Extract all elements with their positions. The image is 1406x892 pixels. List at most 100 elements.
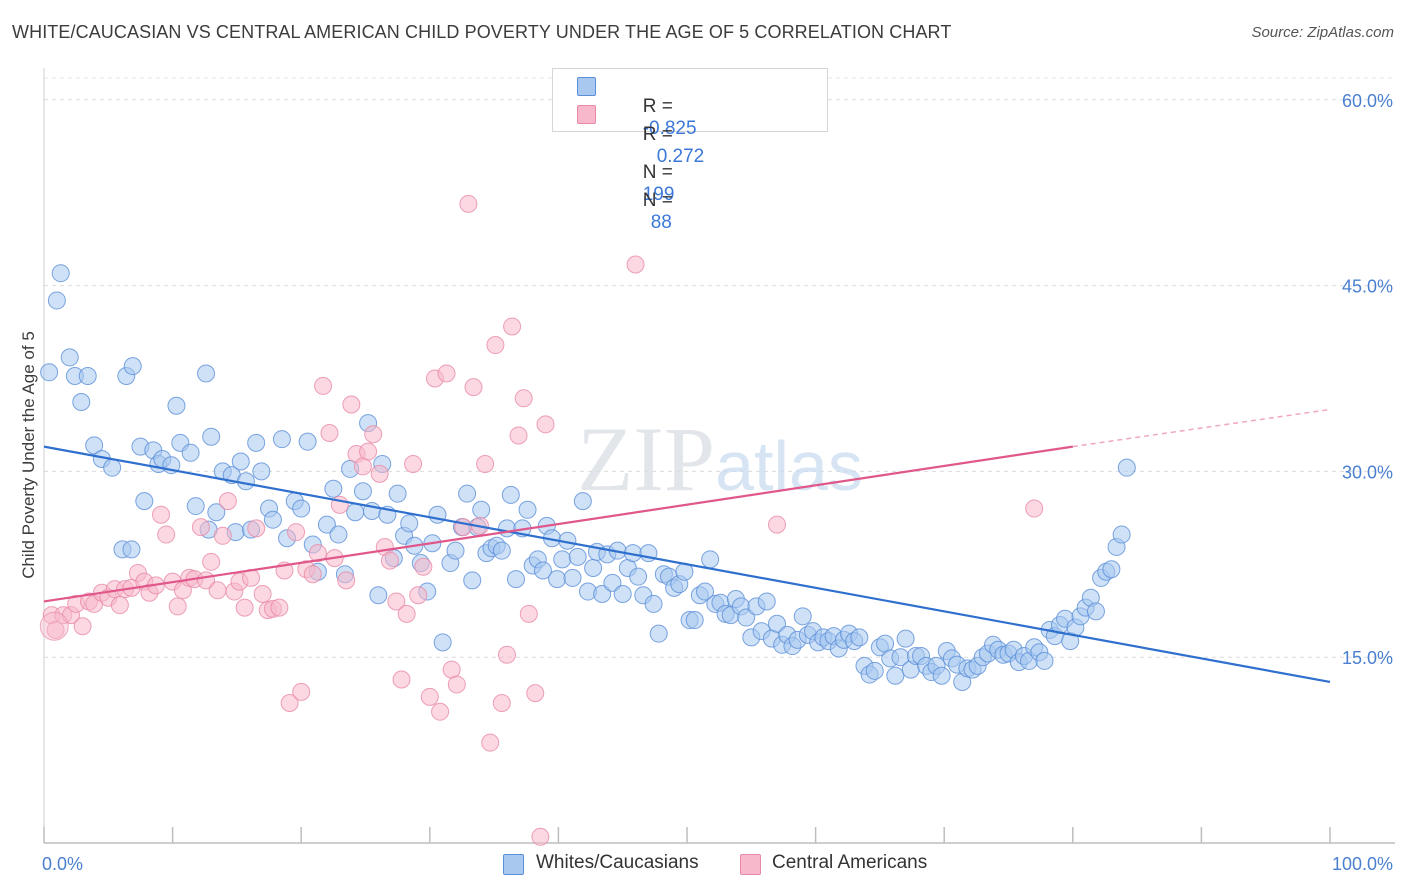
- data-point: [1086, 602, 1105, 621]
- data-point: [308, 544, 327, 563]
- data-point: [649, 624, 668, 643]
- data-point: [737, 608, 756, 627]
- data-point: [584, 559, 603, 578]
- x-tick-label-max: 100.0%: [1332, 854, 1393, 874]
- y-tick-label: 60.0%: [1342, 91, 1393, 111]
- data-point: [932, 666, 951, 685]
- data-point: [437, 364, 456, 383]
- data-point: [492, 694, 511, 713]
- y-axis-title: Child Poverty Under the Age of 5: [19, 331, 38, 579]
- data-point: [481, 733, 500, 752]
- data-point: [701, 550, 720, 569]
- data-point: [303, 565, 322, 584]
- data-point: [506, 570, 525, 589]
- y-tick-label: 45.0%: [1342, 277, 1393, 297]
- data-point: [526, 684, 545, 703]
- data-point: [380, 551, 399, 570]
- legend-r-value: -0.825: [642, 118, 697, 139]
- data-point: [123, 357, 142, 376]
- legend-r-label: R =: [642, 124, 673, 145]
- data-point: [1112, 525, 1131, 544]
- legend-n-value: 199: [642, 184, 675, 205]
- data-point: [519, 604, 538, 623]
- watermark: ZIPatlas: [577, 408, 863, 510]
- data-point: [518, 500, 537, 519]
- data-point: [387, 592, 406, 611]
- data-point: [72, 393, 91, 412]
- data-point: [446, 541, 465, 560]
- data-point: [896, 629, 915, 648]
- data-point: [768, 614, 787, 633]
- data-point: [369, 586, 388, 605]
- data-point: [497, 645, 516, 664]
- y-tick-label: 30.0%: [1342, 462, 1393, 482]
- series-central-americans: [39, 194, 1044, 846]
- data-point: [685, 611, 704, 630]
- legend-n-label: N =: [642, 190, 673, 211]
- data-point: [392, 670, 411, 689]
- data-point: [464, 378, 483, 397]
- data-point: [78, 367, 97, 386]
- data-point: [497, 519, 516, 538]
- data-point: [414, 557, 433, 576]
- data-point: [51, 264, 70, 283]
- legend-swatch-whites: [577, 77, 596, 96]
- data-point: [613, 585, 632, 604]
- data-point: [235, 598, 254, 617]
- data-point: [1035, 651, 1054, 670]
- data-point: [447, 675, 466, 694]
- data-point: [314, 376, 333, 395]
- data-point: [292, 682, 311, 701]
- data-point: [218, 492, 237, 511]
- data-point: [168, 597, 187, 616]
- legend-r-label: R =: [642, 96, 673, 117]
- data-point: [317, 515, 336, 534]
- data-point: [236, 472, 255, 491]
- trend-line-extension: [1072, 408, 1331, 448]
- data-point: [191, 518, 210, 537]
- y-tick-label: 15.0%: [1342, 648, 1393, 668]
- y-tick-labels: 15.0% 30.0% 45.0% 60.0%: [1342, 91, 1393, 668]
- data-point: [486, 336, 505, 355]
- data-point: [793, 607, 812, 626]
- data-point: [404, 454, 423, 473]
- data-point: [40, 363, 59, 382]
- correlation-legend: R = -0.825 N = 199 R = 0.272 N = 88: [552, 68, 828, 233]
- bottom-legend-label: Whites/Caucasians: [536, 852, 699, 873]
- data-point: [270, 598, 289, 617]
- data-point: [563, 568, 582, 587]
- data-point: [181, 443, 200, 462]
- data-point: [247, 519, 266, 538]
- legend-n-value: 88: [650, 212, 672, 233]
- data-point: [409, 586, 428, 605]
- data-point: [152, 505, 171, 524]
- data-point: [252, 462, 271, 481]
- data-point: [353, 482, 372, 501]
- data-point: [39, 611, 69, 641]
- data-point: [103, 458, 122, 477]
- data-point: [346, 503, 365, 522]
- data-point: [886, 666, 905, 685]
- data-point: [324, 479, 343, 498]
- data-point: [263, 510, 282, 529]
- data-point: [167, 396, 186, 415]
- data-point: [202, 552, 221, 571]
- data-point: [768, 515, 787, 534]
- data-point: [757, 592, 776, 611]
- data-point: [364, 425, 383, 444]
- data-point: [207, 503, 226, 522]
- data-point: [388, 484, 407, 503]
- data-point: [514, 389, 533, 408]
- data-point: [536, 415, 555, 434]
- data-point: [202, 427, 221, 446]
- data-point: [1102, 560, 1121, 579]
- data-point: [568, 547, 587, 566]
- trend-line-central-americans: [43, 445, 1073, 603]
- data-point: [73, 617, 92, 636]
- data-point: [320, 423, 339, 442]
- data-point: [47, 291, 66, 310]
- data-point: [850, 628, 869, 647]
- data-point: [476, 454, 495, 473]
- data-point: [463, 571, 482, 590]
